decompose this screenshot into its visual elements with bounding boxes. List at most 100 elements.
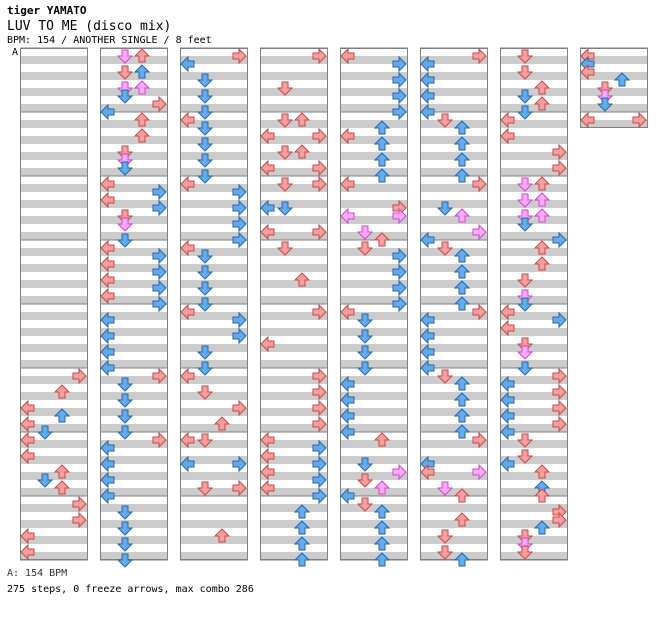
step-arrow	[596, 81, 614, 96]
step-arrow	[516, 89, 534, 104]
step-arrow	[392, 71, 407, 89]
step-arrow	[100, 327, 115, 345]
step-arrow	[260, 335, 275, 353]
step-arrow	[552, 159, 567, 177]
step-arrow	[180, 111, 195, 129]
step-arrow	[516, 545, 534, 560]
step-arrow	[472, 463, 487, 481]
step-arrow	[516, 297, 534, 312]
step-arrow	[116, 217, 134, 232]
step-arrow	[516, 105, 534, 120]
step-arrow	[356, 497, 374, 512]
step-arrow	[232, 399, 247, 417]
step-arrow	[340, 423, 355, 441]
step-arrow	[116, 49, 134, 64]
step-arrow	[500, 455, 515, 473]
step-arrow	[133, 80, 151, 95]
step-arrow	[453, 152, 471, 167]
step-arrow	[232, 47, 247, 65]
step-arrow	[356, 329, 374, 344]
step-arrow	[152, 279, 167, 297]
step-arrow	[293, 536, 311, 551]
step-arrow	[116, 553, 134, 568]
step-arrow	[152, 95, 167, 113]
step-arrow	[436, 529, 454, 544]
step-arrow	[580, 111, 595, 129]
step-arrow	[420, 359, 435, 377]
step-arrow	[100, 239, 115, 257]
step-column	[580, 47, 648, 128]
step-arrow	[420, 231, 435, 249]
step-arrow	[116, 393, 134, 408]
step-arrow	[116, 505, 134, 520]
step-arrow	[276, 81, 294, 96]
step-arrow	[312, 159, 327, 177]
step-arrow	[312, 471, 327, 489]
step-arrow	[453, 136, 471, 151]
step-arrow	[116, 377, 134, 392]
step-arrow	[312, 383, 327, 401]
step-arrow	[516, 49, 534, 64]
step-arrow	[116, 409, 134, 424]
step-arrow	[420, 71, 435, 89]
step-arrow	[100, 311, 115, 329]
step-arrow	[196, 89, 214, 104]
step-arrow	[436, 113, 454, 128]
step-arrow	[552, 415, 567, 433]
step-arrow	[392, 295, 407, 313]
step-arrow	[180, 431, 195, 449]
step-arrow	[472, 223, 487, 241]
song-title: LUV TO ME (disco mix)	[7, 19, 172, 34]
step-arrow	[312, 223, 327, 241]
step-arrow	[260, 447, 275, 465]
step-arrow	[100, 455, 115, 473]
step-arrow	[116, 425, 134, 440]
step-arrow	[340, 175, 355, 193]
step-arrow	[340, 303, 355, 321]
step-arrow	[260, 199, 275, 217]
step-arrow	[373, 480, 391, 495]
chart-label: A	[12, 47, 19, 58]
step-arrow	[533, 208, 551, 223]
step-arrow	[213, 528, 231, 543]
step-arrow	[232, 183, 247, 201]
step-arrow	[116, 521, 134, 536]
step-arrow	[340, 407, 355, 425]
step-arrow	[196, 345, 214, 360]
step-arrow	[453, 424, 471, 439]
step-arrow	[373, 536, 391, 551]
step-arrow	[312, 415, 327, 433]
step-arrow	[100, 287, 115, 305]
step-arrow	[260, 127, 275, 145]
step-arrow	[533, 488, 551, 503]
step-arrow	[232, 479, 247, 497]
step-arrow	[152, 199, 167, 217]
step-arrow	[340, 127, 355, 145]
step-arrow	[20, 527, 35, 545]
step-arrow	[276, 145, 294, 160]
step-arrow	[116, 89, 134, 104]
step-arrow	[72, 511, 87, 529]
step-arrow	[260, 479, 275, 497]
step-arrow	[180, 239, 195, 257]
step-arrow	[196, 265, 214, 280]
step-arrow	[500, 375, 515, 393]
step-arrow	[312, 127, 327, 145]
step-arrow	[373, 552, 391, 567]
step-arrow	[152, 263, 167, 281]
step-arrow	[533, 520, 551, 535]
step-arrow	[293, 112, 311, 127]
step-arrow	[373, 152, 391, 167]
step-arrow	[133, 112, 151, 127]
step-arrow	[533, 176, 551, 191]
step-arrow	[293, 552, 311, 567]
step-arrow	[453, 120, 471, 135]
step-arrow	[260, 223, 275, 241]
step-arrow	[453, 552, 471, 567]
step-arrow	[196, 73, 214, 88]
chart-info: BPM: 154 / ANOTHER SINGLE / 8 feet	[7, 35, 212, 46]
step-arrow	[420, 463, 435, 481]
step-arrow	[133, 128, 151, 143]
step-arrow	[312, 439, 327, 457]
step-arrow	[453, 408, 471, 423]
